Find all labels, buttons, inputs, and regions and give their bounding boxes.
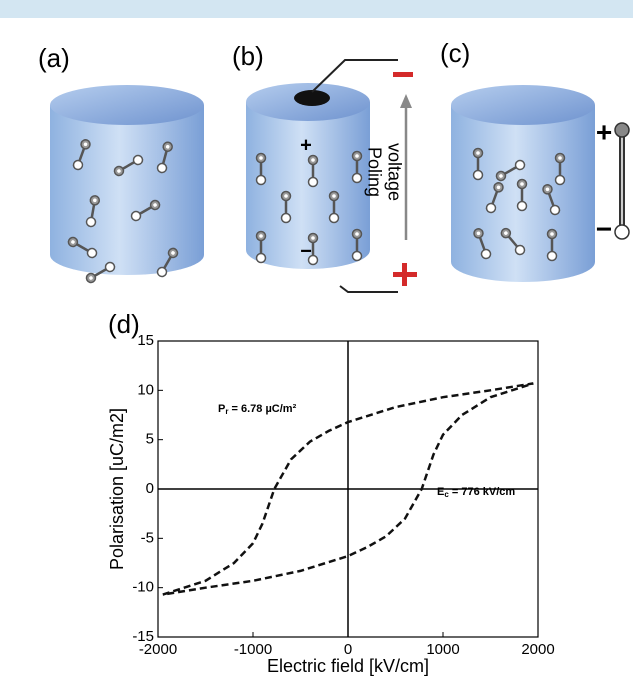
top-strip (0, 0, 633, 18)
annotation-symbol: P (218, 403, 225, 415)
sign: − (300, 240, 312, 262)
panel-label: (b) (232, 41, 264, 71)
y-tick-label: 10 (137, 381, 154, 398)
y-tick-label: -5 (141, 529, 154, 546)
sign: + (596, 116, 612, 147)
x-tick-label: -2000 (139, 641, 177, 658)
x-tick-label: 0 (344, 641, 352, 658)
y-axis-title: Polarisation [uC/m2] (107, 408, 127, 570)
annotation-subscript: c (444, 490, 449, 499)
x-tick-label: 2000 (521, 641, 554, 658)
sign: + (300, 134, 312, 156)
cylinder-b (246, 59, 417, 293)
y-tick-label: -10 (132, 579, 154, 596)
poling-label: voltage (384, 143, 404, 201)
annotation-subscript: r (225, 407, 228, 416)
panel-label: (d) (108, 309, 140, 339)
x-axis-title: Electric field [kV/cm] (267, 656, 429, 676)
sign: − (596, 213, 612, 244)
annotation: Pr = 6.78 µC/m² (218, 403, 297, 416)
y-tick-label: 5 (146, 431, 154, 448)
x-tick-label: 1000 (426, 641, 459, 658)
y-tick-label: -15 (132, 628, 154, 645)
x-tick-label: -1000 (234, 641, 272, 658)
poling-label: Poling (364, 147, 384, 197)
cylinder-a (50, 85, 204, 286)
annotation-symbol: E (437, 486, 444, 498)
y-tick-label: 15 (137, 332, 154, 349)
y-tick-label: 0 (146, 480, 154, 497)
cylinder-c (451, 85, 630, 282)
annotation-text: = 776 kV/cm (449, 486, 516, 498)
panel-label: (a) (38, 43, 70, 73)
annotation-text: = 6.78 µC/m² (228, 403, 296, 415)
hysteresis-loop (162, 382, 534, 596)
annotation: Ec = 776 kV/cm (437, 486, 515, 499)
panel-label: (c) (440, 38, 470, 68)
